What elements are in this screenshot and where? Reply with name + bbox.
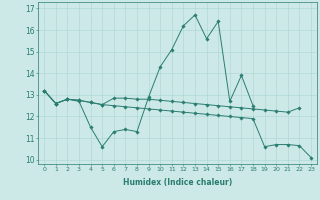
X-axis label: Humidex (Indice chaleur): Humidex (Indice chaleur) (123, 178, 232, 187)
